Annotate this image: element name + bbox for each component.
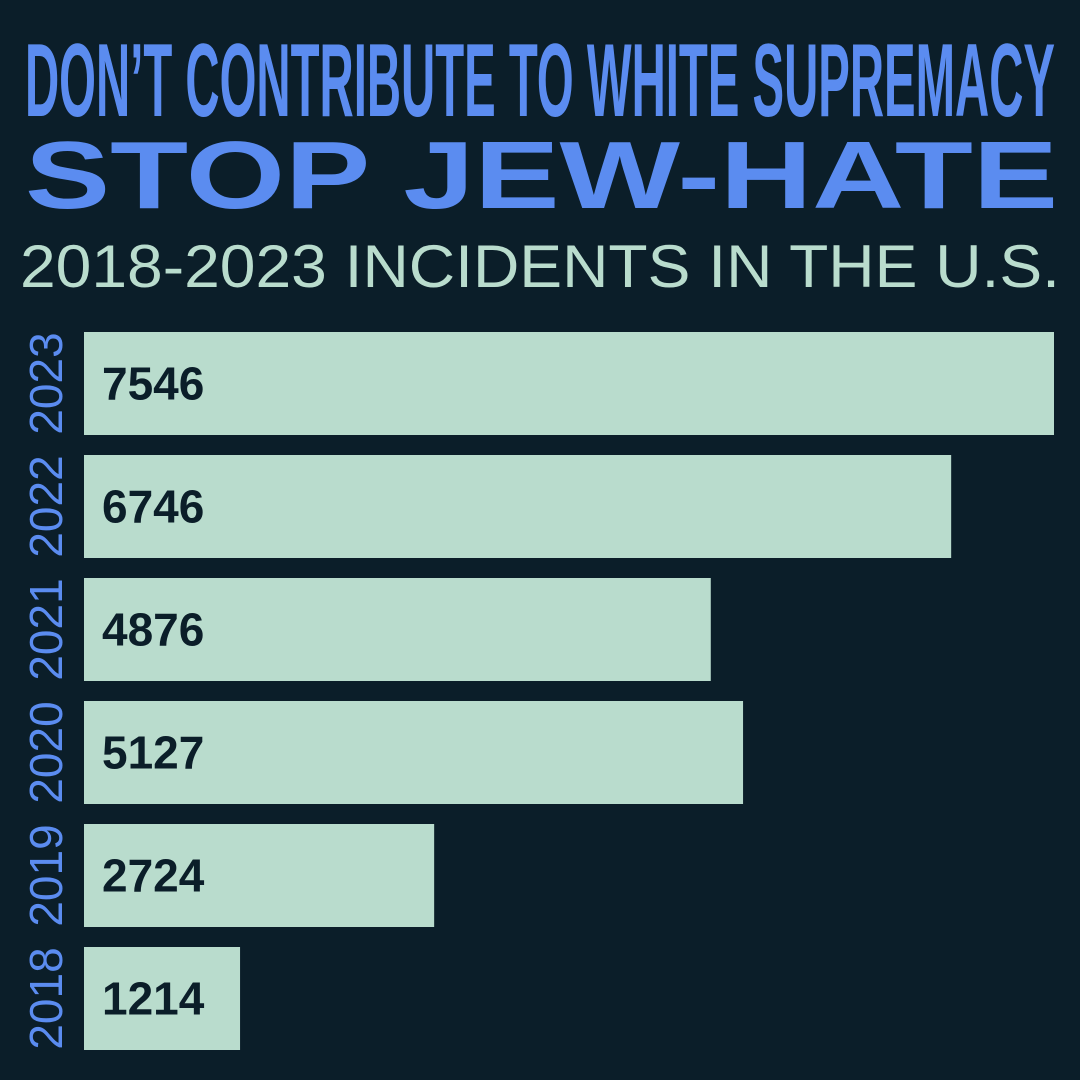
chart-title: STOP JEW-HATE <box>25 122 1058 229</box>
category-label: 2020 <box>20 701 72 803</box>
value-label: 6746 <box>102 481 204 533</box>
bar <box>84 455 952 558</box>
chart-kicker: DON’T CONTRIBUTE TO WHITE SUPREMACY <box>25 23 1055 139</box>
bar <box>84 578 711 681</box>
value-label: 5127 <box>102 727 204 779</box>
bar <box>84 824 435 927</box>
category-label: 2021 <box>20 578 72 680</box>
value-label: 7546 <box>102 358 204 410</box>
category-label: 2019 <box>20 824 72 926</box>
category-label: 2022 <box>20 455 72 557</box>
category-label: 2018 <box>20 947 72 1049</box>
value-label: 1214 <box>102 973 205 1025</box>
category-label: 2023 <box>20 332 72 434</box>
value-label: 2724 <box>102 850 205 902</box>
value-label: 4876 <box>102 604 204 656</box>
bar <box>84 947 241 1050</box>
bar <box>84 701 744 804</box>
chart-subtitle: 2018-2023 INCIDENTS IN THE U.S. <box>20 233 1060 300</box>
bar <box>84 332 1054 435</box>
